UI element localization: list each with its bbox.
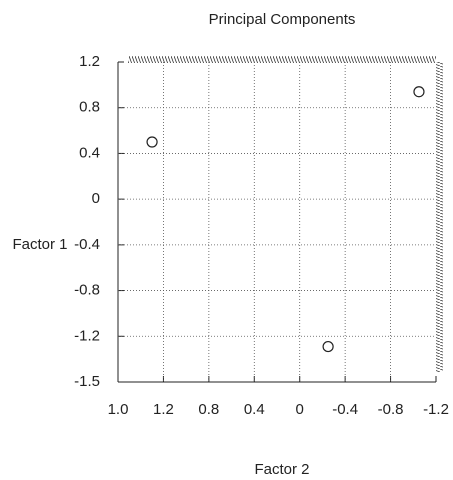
x-tick-label: 1.2: [153, 401, 174, 418]
point: [413, 86, 425, 98]
hatch-top: [128, 56, 436, 63]
y-tick-label: -1.5: [74, 373, 100, 390]
x-tick-label: 0.8: [198, 401, 219, 418]
y-tick-label: -0.8: [74, 282, 100, 299]
x-tick-label: -0.8: [378, 401, 404, 418]
x-tick-label: -0.4: [332, 401, 358, 418]
x-tick-label: 0.4: [244, 401, 265, 418]
point: [322, 340, 334, 353]
x-tick-label: 0: [296, 401, 304, 418]
y-tick-label: 1.2: [79, 53, 100, 70]
y-tick-label: 0: [92, 190, 100, 207]
y-tick-label: -1.2: [74, 327, 100, 344]
y-tick-label: 0.4: [79, 144, 100, 161]
x-tick-label: -1.2: [423, 401, 449, 418]
y-axis-label: Factor 1: [12, 236, 67, 253]
chart-title: Principal Components: [209, 11, 356, 28]
x-tick-label: 1.0: [108, 401, 129, 418]
y-tick-label: 0.8: [79, 99, 100, 116]
hatch-right: [436, 62, 443, 372]
y-tick-label: -0.4: [74, 236, 100, 253]
point: [146, 136, 158, 148]
x-axis-label: Factor 2: [254, 461, 309, 478]
